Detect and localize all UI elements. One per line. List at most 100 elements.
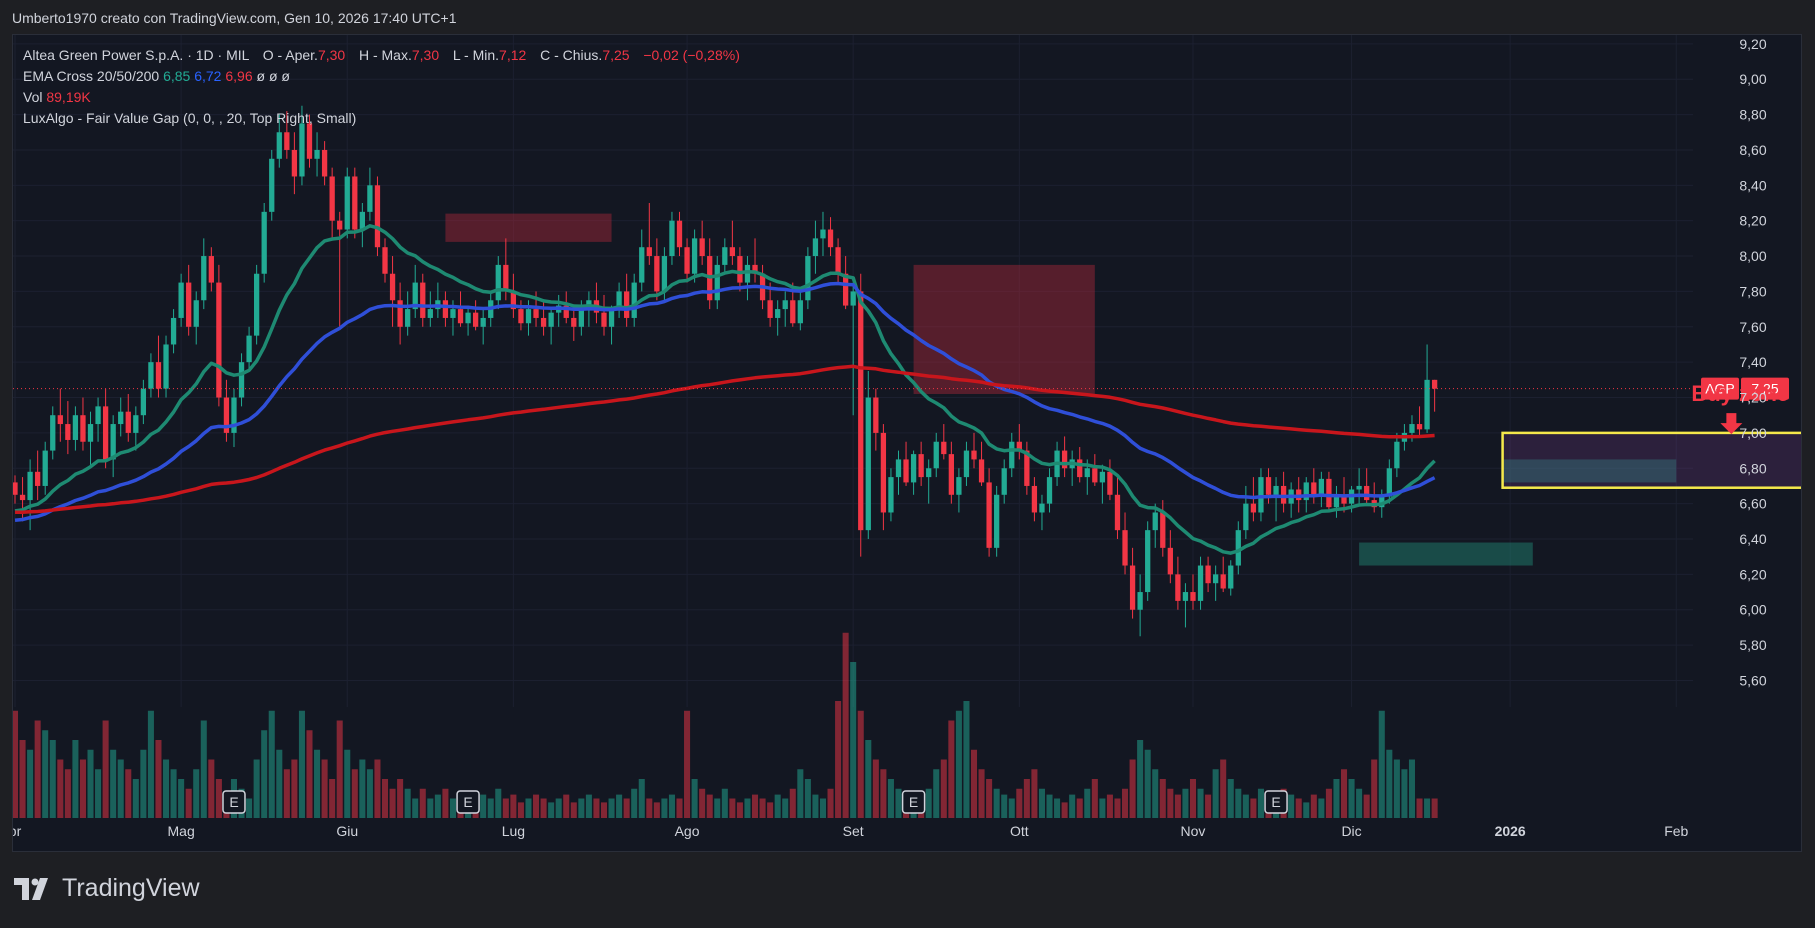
candle-body [1182,592,1189,601]
volume-bar [1023,779,1030,818]
candle-body [148,362,154,389]
candle-body [420,282,426,318]
fvg-zones [445,213,1677,566]
volume-bar [925,788,932,818]
time-tick-label: Lug [502,823,525,839]
candle-body [903,459,909,483]
candle-body [767,300,773,318]
volume-bar [706,794,713,818]
earnings-marker[interactable] [901,790,926,814]
earnings-marker[interactable] [1264,790,1288,814]
volume-bar [1325,788,1332,818]
earnings-marker[interactable] [456,790,480,814]
volume-bar [736,802,743,818]
volume-bar [132,779,139,818]
price-tick-label: 8,60 [1739,142,1766,158]
volume-bar [540,798,547,818]
candle-body [1190,592,1196,601]
candle-body [1175,574,1181,601]
candle-body [1099,471,1106,483]
candle-body [13,482,18,495]
volume-bar [147,710,154,818]
candle-body [729,247,736,257]
volume-bar [389,788,396,818]
candle-body [1001,468,1007,495]
candle-body [1311,482,1317,495]
candle-body [1303,482,1309,501]
legend-volume-row[interactable]: Vol 89,19K [23,87,740,108]
volume-bar [1054,798,1061,818]
volume-bar [1069,794,1076,818]
time-tick-label: Ott [1010,823,1029,839]
volume-bar [1001,794,1008,818]
legend-high-label: H - Max. [358,47,412,63]
candle-body [722,247,728,265]
volume-bar [970,749,978,818]
volume-bar [797,769,804,818]
candle-body [65,424,71,440]
volume-bar [1038,788,1045,818]
volume-bar [1220,759,1227,818]
price-tick-label: 6,20 [1739,566,1766,582]
earnings-marker[interactable] [222,790,246,814]
fvg-zone [445,213,612,242]
candle-body [525,309,532,324]
legend-open-value: 7,30 [317,47,346,63]
ema-lines [14,224,1436,555]
buy-zone-box[interactable] [1501,431,1801,489]
volume-bar [585,794,592,818]
candle-body [442,300,449,318]
time-tick-label: pr [13,823,22,839]
tradingview-logo-text: TradingView [62,874,200,902]
volume-bar [940,759,947,818]
volume-bar [283,769,290,818]
volume-bar [1431,798,1438,818]
volume-bar [865,740,872,818]
chart-frame[interactable]: AGP 7,25 Buy zone E E E E 9,20 9,00 8,80 8,60 8,40 8… [12,34,1802,852]
volume-bar [1408,759,1415,818]
volume-bar [27,749,34,818]
volume-bar [1318,798,1325,818]
price-tick-label: 6,00 [1739,602,1766,618]
candle-body [102,406,109,460]
candle-body [35,471,41,486]
legend-fvg-row[interactable]: LuxAlgo - Fair Value Gap (0, 0, , 20, To… [23,108,740,129]
volume-bar [246,798,253,818]
volume-bar [487,798,494,818]
candle-body [578,309,584,327]
price-tick-label: 7,60 [1739,319,1766,335]
volume-bar [1152,769,1159,818]
buy-zone-label[interactable]: Buy zone [1691,381,1789,406]
candle-body [548,312,554,327]
candle-body [178,282,184,318]
candle-body [1213,574,1219,584]
candle-body [1333,494,1340,508]
volume-bar [397,779,404,818]
time-tick-label: Nov [1181,823,1206,839]
fvg-zone [913,264,1095,394]
candle-body [314,149,320,159]
price-tick-label: 7,80 [1739,283,1766,299]
tradingview-logo[interactable]: TradingView [14,874,200,903]
candle-body [269,158,275,212]
volume-bar [215,779,222,818]
time-tick-label: Giu [336,823,358,839]
volume-bar [623,798,630,818]
candle-body [812,238,819,257]
volume-bar [842,632,849,818]
legend-ema-row[interactable]: EMA Cross 20/50/200 6,85 6,72 6,96 ø ø ø [23,66,740,87]
volume-bar [1122,788,1129,818]
candle-body [495,264,501,301]
candle-body [155,362,162,389]
volume-bar [653,802,660,818]
candle-body [948,454,954,495]
ema20-line [14,224,1436,555]
candle-body [87,424,94,442]
candle-body [963,450,970,478]
candle-body [80,415,86,442]
volume-bar [381,779,389,818]
volume-bar [963,701,970,818]
volume-bar [344,749,351,818]
